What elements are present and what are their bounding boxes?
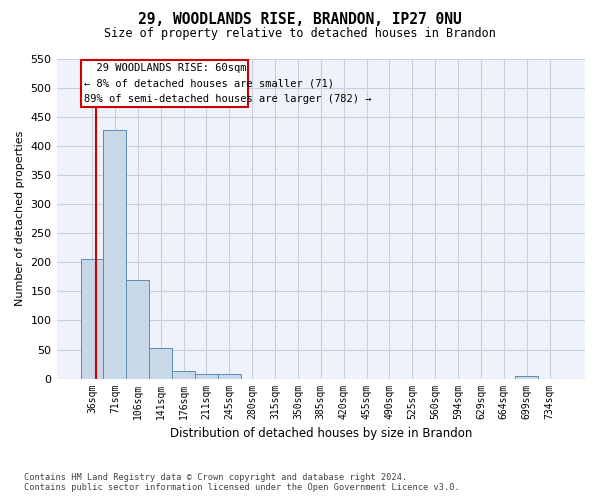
X-axis label: Distribution of detached houses by size in Brandon: Distribution of detached houses by size … xyxy=(170,427,472,440)
Text: 29, WOODLANDS RISE, BRANDON, IP27 0NU: 29, WOODLANDS RISE, BRANDON, IP27 0NU xyxy=(138,12,462,28)
Text: Size of property relative to detached houses in Brandon: Size of property relative to detached ho… xyxy=(104,28,496,40)
Text: 29 WOODLANDS RISE: 60sqm
← 8% of detached houses are smaller (71)
89% of semi-de: 29 WOODLANDS RISE: 60sqm ← 8% of detache… xyxy=(84,63,371,104)
Y-axis label: Number of detached properties: Number of detached properties xyxy=(15,131,25,306)
Bar xyxy=(80,60,248,106)
Bar xyxy=(218,374,241,378)
Bar xyxy=(103,130,127,378)
Bar xyxy=(172,371,195,378)
Text: Contains HM Land Registry data © Crown copyright and database right 2024.
Contai: Contains HM Land Registry data © Crown c… xyxy=(24,473,460,492)
Bar xyxy=(127,280,149,378)
Bar xyxy=(515,376,538,378)
Bar xyxy=(149,348,172,378)
Bar xyxy=(195,374,218,378)
Bar xyxy=(80,260,103,378)
